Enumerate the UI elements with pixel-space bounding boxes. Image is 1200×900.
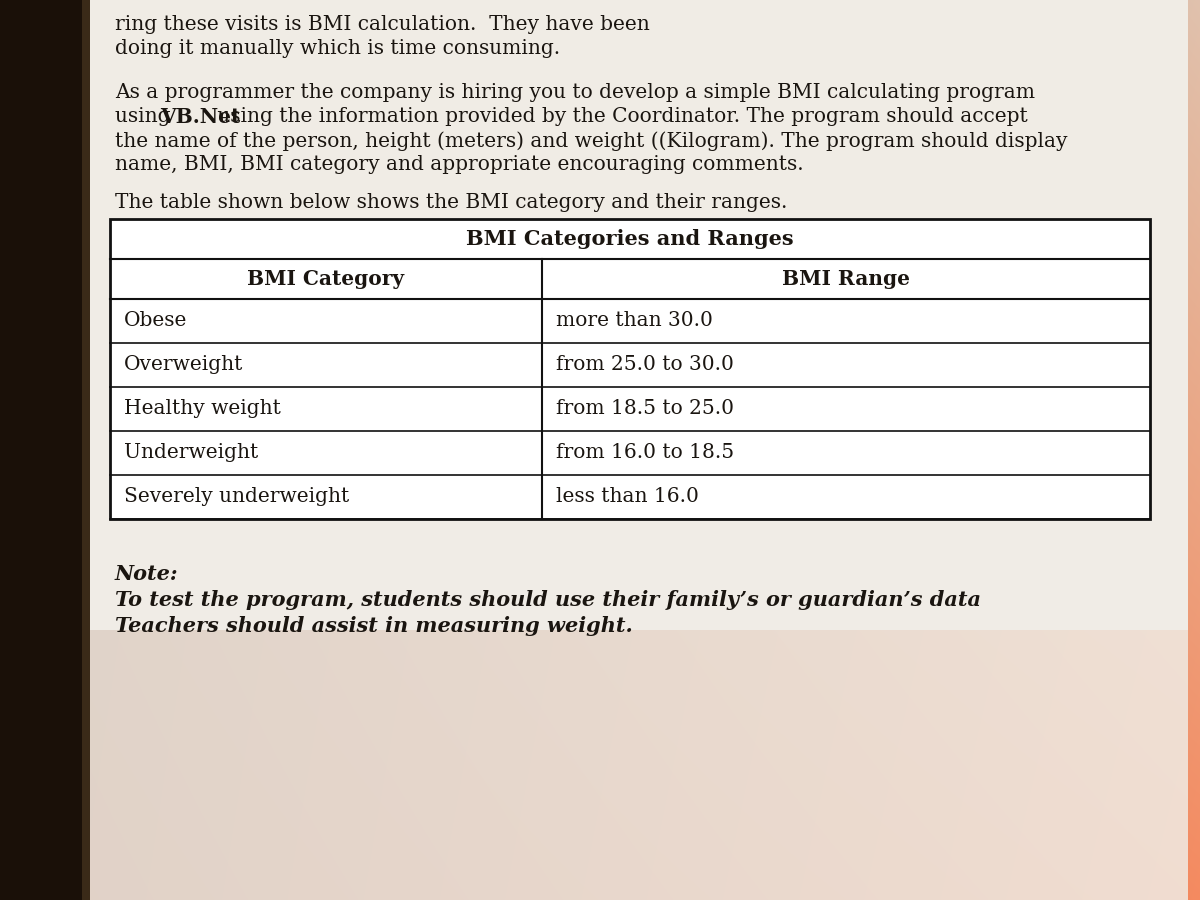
Text: Obese: Obese	[124, 311, 187, 330]
Text: from 18.5 to 25.0: from 18.5 to 25.0	[556, 400, 733, 419]
Text: VB.Net: VB.Net	[160, 107, 240, 127]
Text: BMI Category: BMI Category	[247, 269, 404, 289]
Text: name, BMI, BMI category and appropriate encouraging comments.: name, BMI, BMI category and appropriate …	[115, 155, 804, 174]
Text: To test the program, students should use their family’s or guardian’s data: To test the program, students should use…	[115, 590, 982, 610]
Text: using the information provided by the Coordinator. The program should accept: using the information provided by the Co…	[211, 107, 1027, 126]
Text: the name of the person, height (meters) and weight ((Kilogram). The program shou: the name of the person, height (meters) …	[115, 131, 1068, 150]
Text: Overweight: Overweight	[124, 356, 244, 374]
Text: from 25.0 to 30.0: from 25.0 to 30.0	[556, 356, 733, 374]
Text: from 16.0 to 18.5: from 16.0 to 18.5	[556, 444, 733, 463]
Bar	[0, 0, 88, 900]
Bar	[82, 0, 90, 900]
Text: BMI Range: BMI Range	[782, 269, 910, 289]
Text: Underweight: Underweight	[124, 444, 258, 463]
FancyBboxPatch shape	[88, 0, 1188, 900]
Text: As a programmer the company is hiring you to develop a simple BMI calculating pr: As a programmer the company is hiring yo…	[115, 83, 1034, 102]
Text: doing it manually which is time consuming.: doing it manually which is time consumin…	[115, 39, 560, 58]
Text: using: using	[115, 107, 176, 126]
Text: BMI Categories and Ranges: BMI Categories and Ranges	[466, 229, 794, 249]
Text: Note:: Note:	[115, 564, 179, 584]
Text: Severely underweight: Severely underweight	[124, 488, 349, 507]
Text: Teachers should assist in measuring weight.: Teachers should assist in measuring weig…	[115, 616, 632, 636]
Text: The table shown below shows the BMI category and their ranges.: The table shown below shows the BMI cate…	[115, 193, 787, 212]
FancyBboxPatch shape	[88, 0, 1188, 300]
Text: more than 30.0: more than 30.0	[556, 311, 713, 330]
Text: Healthy weight: Healthy weight	[124, 400, 281, 419]
FancyBboxPatch shape	[88, 0, 1188, 630]
Text: ring these visits is BMI calculation.  They have been: ring these visits is BMI calculation. Th…	[115, 15, 649, 34]
Text: less than 16.0: less than 16.0	[556, 488, 698, 507]
Bar	[110, 219, 1150, 519]
